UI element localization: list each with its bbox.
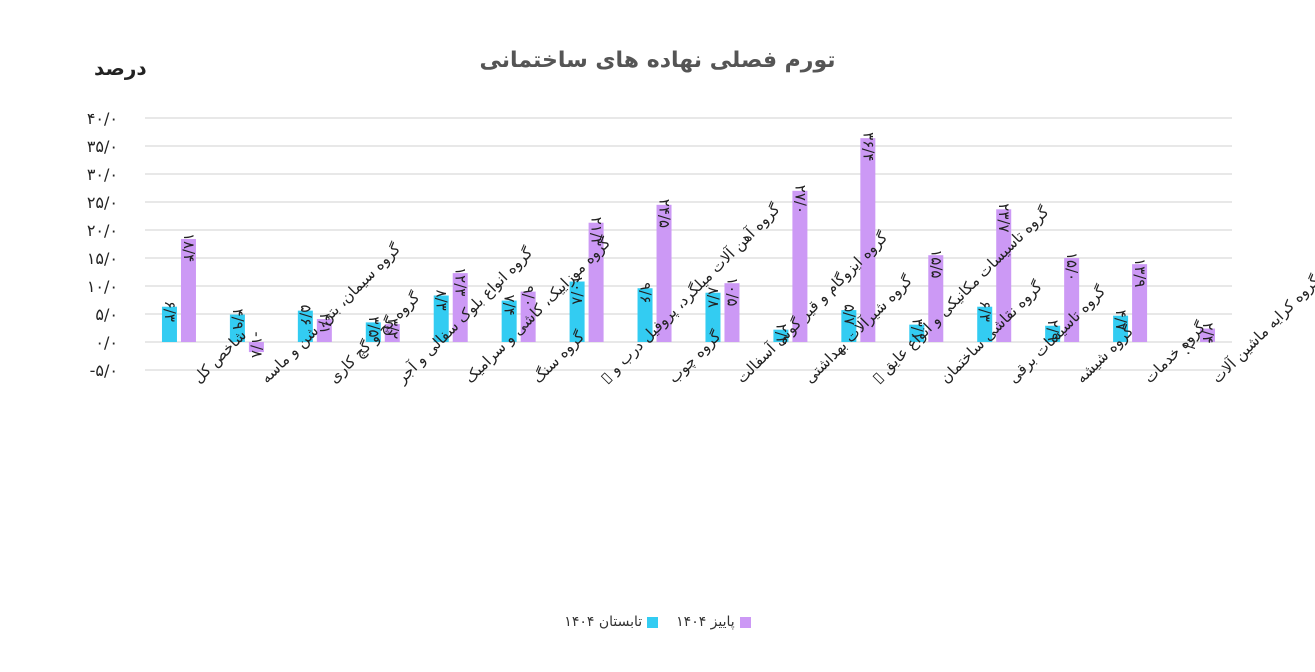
- y-tick-label: ۰/۰: [95, 333, 118, 352]
- bar-summer: [161, 306, 177, 342]
- category-label: گروه چوب: [665, 327, 725, 387]
- category-label: گروه کرایه ماشین آلات: [1208, 271, 1315, 387]
- data-label: ۱۸/۴: [180, 233, 198, 262]
- data-label: ۳/۲: [384, 318, 402, 339]
- bar-autumn: [860, 138, 876, 342]
- bar-summer: [773, 329, 789, 342]
- data-label: ۴/۷: [1112, 310, 1130, 331]
- data-label: ۲۴/۵: [656, 199, 674, 228]
- category-label: گروه سنگ: [529, 327, 589, 387]
- bar-summer: [365, 322, 381, 342]
- bar-autumn: [180, 238, 196, 342]
- y-tick-label: ۳۰/۰: [87, 165, 118, 184]
- data-label: ۱۵/۰: [1063, 252, 1081, 281]
- data-label: ۵/۷: [840, 304, 858, 325]
- data-label: ۸/۳: [433, 290, 451, 311]
- bar-autumn: [1200, 328, 1216, 342]
- bar-autumn: [384, 324, 400, 342]
- legend-item-summer: تابستان ۱۴۰۴: [564, 614, 659, 630]
- legend-label-autumn: پاییز ۱۴۰۴: [676, 614, 735, 630]
- data-label: ۱۰/۸: [569, 276, 587, 305]
- data-label: ۳/۱: [908, 319, 926, 340]
- bar-autumn: [316, 319, 332, 342]
- data-label: ۱۰/۵: [723, 277, 741, 306]
- bar-summer: [977, 306, 993, 342]
- data-label: ۳۶/۴: [859, 132, 877, 161]
- data-label: ۱۵/۵: [927, 249, 945, 278]
- data-label: ۹/۰: [520, 286, 538, 307]
- bar-autumn: [1132, 264, 1148, 342]
- data-label: ۷/۴: [501, 295, 519, 316]
- category-label: گروه سیمان، بتن، شن و ماسه: [257, 239, 405, 387]
- category-label: شاخص کل: [189, 326, 250, 387]
- data-label: ۶/۳: [161, 301, 179, 322]
- y-tick-label: ۳۵/۰: [87, 137, 118, 156]
- chart-title: تورم فصلی نهاده های ساختمانی: [479, 48, 836, 73]
- legend-swatch-summer: [647, 616, 659, 628]
- y-tick-label: ۵/۰: [95, 305, 118, 324]
- data-label: ۲/۹: [1044, 320, 1062, 341]
- data-label: ۶/۳: [976, 301, 994, 322]
- bar-summer: [433, 295, 449, 342]
- bar-autumn: [1064, 258, 1080, 342]
- bar-summer: [569, 281, 585, 342]
- bar-autumn: [928, 255, 944, 342]
- data-label: -۱/۸: [248, 331, 266, 358]
- legend-label-summer: تابستان ۱۴۰۴: [564, 614, 643, 630]
- bar-autumn: [520, 291, 536, 342]
- category-label: گروه شیشه: [1072, 321, 1138, 387]
- y-tick-label: ۲۰/۰: [87, 221, 118, 240]
- y-tick-label: ۱۵/۰: [87, 249, 118, 268]
- y-tick-label: ۴۰/۰: [87, 109, 118, 128]
- bar-summer: [501, 300, 517, 342]
- data-label: ۲۷/۰: [791, 185, 809, 214]
- bar-autumn: [588, 222, 604, 342]
- legend-swatch-autumn: [739, 616, 751, 628]
- data-label: ۲۳/۷: [995, 203, 1013, 232]
- bar-summer: [841, 310, 857, 342]
- bar-autumn: [248, 342, 264, 353]
- bar-summer: [229, 314, 245, 342]
- legend: پاییز ۱۴۰۴ تابستان ۱۴۰۴: [0, 614, 1315, 630]
- data-label: ۸/۸: [704, 287, 722, 308]
- bar-summer: [909, 324, 925, 342]
- bar-autumn: [452, 273, 468, 342]
- bar-autumn: [996, 209, 1012, 342]
- data-label: ۳/۵: [365, 316, 383, 337]
- data-label: ۲/۲: [772, 324, 790, 345]
- data-label: ۴/۱: [316, 313, 334, 334]
- y-tick-label: ۱۰/۰: [87, 277, 118, 296]
- bar-summer: [637, 288, 653, 342]
- legend-item-autumn: پاییز ۱۴۰۴: [676, 614, 751, 630]
- data-label: ۴/۹: [229, 309, 247, 330]
- bar-autumn: [792, 190, 808, 342]
- data-label: ۵/۶: [297, 305, 315, 326]
- data-label: ۱۲/۳: [452, 267, 470, 296]
- data-label: ۹/۶: [637, 282, 655, 303]
- bar-summer: [297, 310, 313, 342]
- y-tick-label: ۲۵/۰: [87, 193, 118, 212]
- y-tick-label: -۵/۰: [90, 361, 118, 380]
- data-label: ۲۱/۳: [588, 217, 606, 246]
- bar-summer: [1113, 315, 1129, 342]
- data-label: ۱۳/۹: [1131, 258, 1149, 287]
- category-label: گروه خدمات: [1140, 318, 1209, 387]
- data-label: ۰/۰: [1180, 336, 1198, 357]
- bar-autumn: [724, 283, 740, 342]
- bar-summer: [705, 292, 721, 342]
- bar-summer: [1045, 325, 1061, 342]
- bar-autumn: [656, 204, 672, 342]
- data-label: ۲/۴: [1199, 323, 1217, 344]
- y-unit-label: درصد: [94, 56, 147, 80]
